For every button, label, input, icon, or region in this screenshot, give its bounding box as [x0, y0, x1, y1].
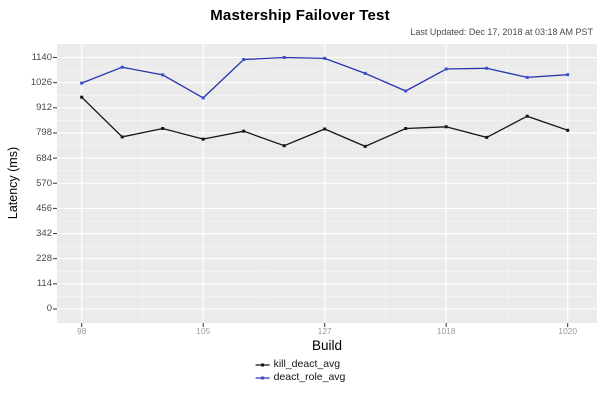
data-point [566, 128, 570, 132]
data-point [444, 67, 448, 71]
data-point [404, 127, 408, 130]
series-deact_role_avg [80, 56, 570, 100]
y-tick-label: 1026 [30, 77, 52, 89]
data-point [323, 127, 327, 131]
y-tick-label: 456 [36, 202, 52, 214]
legend-label: deact_role_avg [273, 371, 346, 383]
data-point [525, 114, 529, 118]
series-kill_deact_avg [80, 95, 570, 148]
gridlines-major [57, 44, 597, 323]
data-point [161, 73, 165, 77]
x-tick-label: 1020 [558, 326, 578, 336]
y-tick-label: 0 [46, 303, 52, 315]
legend-label: kill_deact_avg [273, 358, 341, 370]
y-tick-label: 570 [36, 177, 52, 189]
y-tick-label: 798 [36, 127, 52, 139]
data-point [120, 65, 124, 69]
data-point [242, 58, 246, 61]
data-point [80, 81, 84, 85]
x-tick-label: 105 [196, 326, 211, 336]
data-point [282, 56, 286, 59]
data-point [566, 73, 570, 77]
chart-title: Mastership Failover Test [210, 7, 390, 24]
data-point [282, 144, 286, 148]
x-tick-label: 127 [317, 326, 332, 336]
legend-item-deact-role-avg: deact_role_avg [255, 371, 346, 384]
legend-item-kill-deact-avg: kill_deact_avg [255, 358, 346, 371]
data-point [161, 127, 165, 130]
legend-key-line-point-icon [255, 376, 270, 379]
y-tick-label: 684 [36, 152, 52, 164]
y-tick-label: 114 [36, 278, 52, 290]
legend: kill_deact_avg deact_role_avg [255, 358, 346, 384]
data-point [363, 71, 367, 75]
y-tick-label: 342 [36, 228, 52, 240]
y-tick-label: 228 [36, 253, 52, 265]
x-tick-label: 98 [76, 326, 87, 336]
data-point [525, 75, 529, 79]
data-point [363, 144, 367, 148]
last-updated-label: Last Updated: Dec 17, 2018 at 03:18 AM P… [410, 27, 593, 37]
data-point [120, 135, 124, 139]
y-tick-label: 1140 [31, 52, 52, 63]
data-point [80, 95, 84, 99]
data-point [444, 125, 448, 129]
y-tick-label: 912 [36, 102, 52, 114]
data-point [404, 89, 408, 93]
data-point [201, 96, 205, 100]
data-point [485, 135, 489, 139]
data-point [323, 56, 327, 60]
x-tick-label: 1018 [436, 326, 456, 336]
axis-tick-marks [53, 57, 569, 327]
data-point [242, 129, 246, 133]
y-axis-title: Latency (ms) [6, 146, 20, 220]
x-axis-title: Build [311, 338, 343, 353]
data-point [201, 137, 205, 141]
data-point [485, 66, 489, 70]
legend-key-line-point-icon [255, 363, 270, 366]
